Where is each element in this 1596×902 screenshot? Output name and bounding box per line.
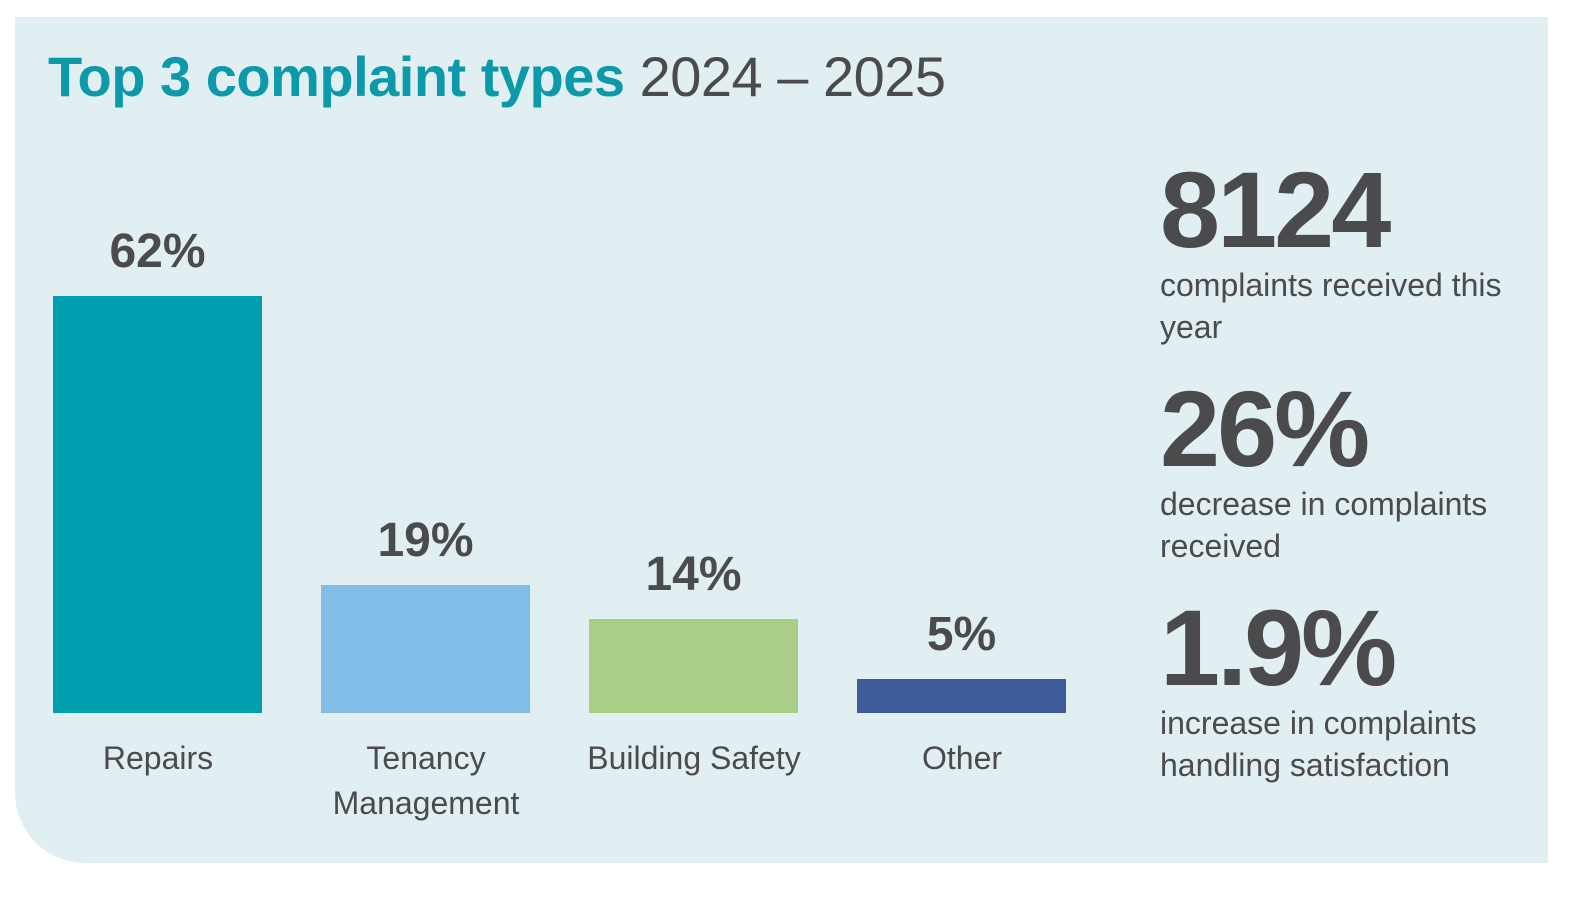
panel [15, 17, 1548, 863]
value-label: 62% [109, 224, 206, 278]
chart-title: Top 3 complaint types [48, 45, 625, 108]
stat-value: 8124 [1160, 149, 1391, 270]
bar [589, 618, 798, 713]
value-label: 19% [377, 514, 474, 568]
stat-label: complaints received this year [1160, 267, 1502, 345]
title-block: Top 3 complaint types 2024 – 2025 [48, 44, 946, 109]
stat: 8124 complaints received this year [1160, 149, 1540, 348]
bar [53, 295, 262, 713]
stat-label: decrease in complaints received [1160, 486, 1488, 564]
value-label: 5% [926, 608, 997, 662]
stat: 26% decrease in complaints received [1160, 368, 1540, 567]
category-label: Other [921, 740, 1003, 776]
stat-value: 1.9% [1160, 587, 1397, 708]
chart-subtitle: 2024 – 2025 [639, 45, 946, 108]
bar [857, 679, 1066, 713]
stat-value: 26% [1160, 368, 1370, 489]
category-label: Tenancy Management [332, 740, 520, 821]
value-label: 14% [645, 547, 742, 601]
category-label: Repairs [102, 740, 214, 776]
stat-label: increase in complaints handling satisfac… [1160, 705, 1477, 783]
bar [321, 585, 530, 713]
stat: 1.9% increase in complaints handling sati… [1160, 587, 1540, 786]
category-label: Building Safety [587, 740, 801, 776]
